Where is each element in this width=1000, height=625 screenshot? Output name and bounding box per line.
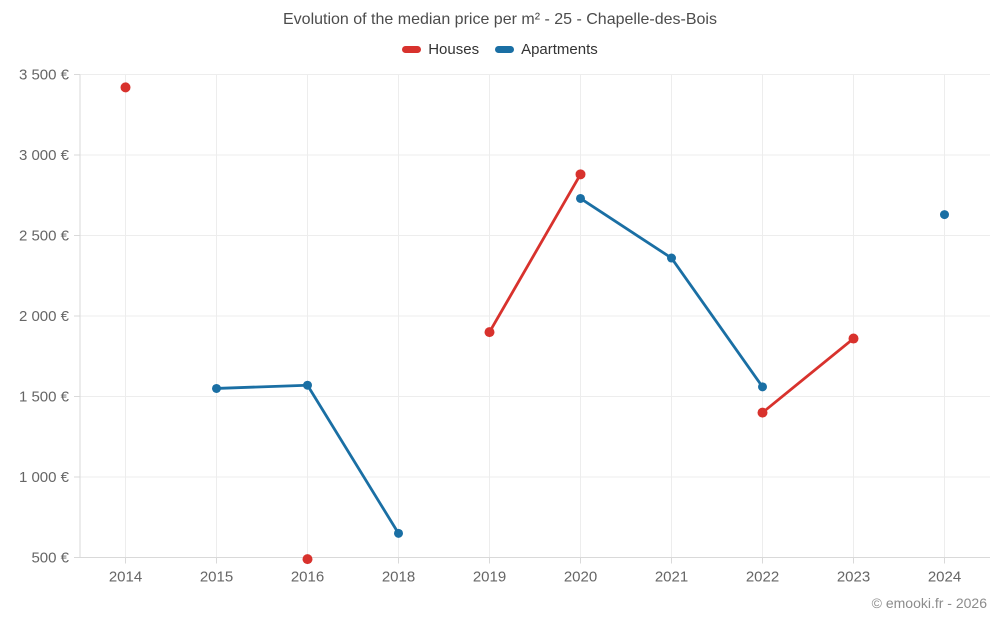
y-tick-label: 3 500 € <box>19 67 70 84</box>
x-tick-label: 2014 <box>109 569 142 586</box>
houses-line-segment <box>488 172 582 334</box>
y-tick-label: 1 500 € <box>19 389 70 406</box>
houses-2020-point[interactable] <box>575 169 586 180</box>
houses-line-segment <box>761 337 855 414</box>
houses-2019-point[interactable] <box>484 327 495 338</box>
x-tick-label: 2021 <box>655 569 688 586</box>
x-tick-label: 2019 <box>473 569 506 586</box>
x-tick-label: 2015 <box>200 569 233 586</box>
y-tick-label: 500 € <box>31 550 69 567</box>
legend-label-apartments: Apartments <box>521 41 598 58</box>
houses-2022-point[interactable] <box>757 407 768 418</box>
y-tick-label: 2 000 € <box>19 308 70 325</box>
y-tick-label: 3 000 € <box>19 147 70 164</box>
x-tick-label: 2016 <box>291 569 324 586</box>
y-tick-label: 1 000 € <box>19 469 70 486</box>
x-tick-label: 2022 <box>746 569 779 586</box>
apartments-legend-swatch-icon <box>495 46 515 53</box>
x-tick-label: 2020 <box>564 569 597 586</box>
apartments-2020-point[interactable] <box>576 193 585 203</box>
x-tick-label: 2023 <box>837 569 870 586</box>
y-tick-label: 2 500 € <box>19 228 70 245</box>
chart-credit-link[interactable]: © emooki.fr - 2026 <box>871 595 987 611</box>
houses-2023-point[interactable] <box>848 333 859 344</box>
x-tick-label: 2024 <box>928 569 961 586</box>
apartments-2022-point[interactable] <box>758 382 767 392</box>
apartments-2016-point[interactable] <box>303 380 312 390</box>
apartments-2021-point[interactable] <box>667 253 676 263</box>
apartments-2024-point[interactable] <box>940 210 949 220</box>
legend-item-houses[interactable]: Houses <box>402 41 479 58</box>
apartments-2015-point[interactable] <box>212 383 221 393</box>
legend-label-houses: Houses <box>428 41 480 58</box>
chart-title: Evolution of the median price per m² - 2… <box>283 11 717 28</box>
x-tick-label: 2018 <box>382 569 415 586</box>
houses-2014-point[interactable] <box>120 82 131 93</box>
apartments-2018-point[interactable] <box>394 528 403 538</box>
legend: Houses Apartments <box>0 41 1000 58</box>
houses-2016-point[interactable] <box>302 554 313 565</box>
houses-legend-swatch-icon <box>402 46 422 53</box>
legend-item-apartments[interactable]: Apartments <box>495 41 598 58</box>
